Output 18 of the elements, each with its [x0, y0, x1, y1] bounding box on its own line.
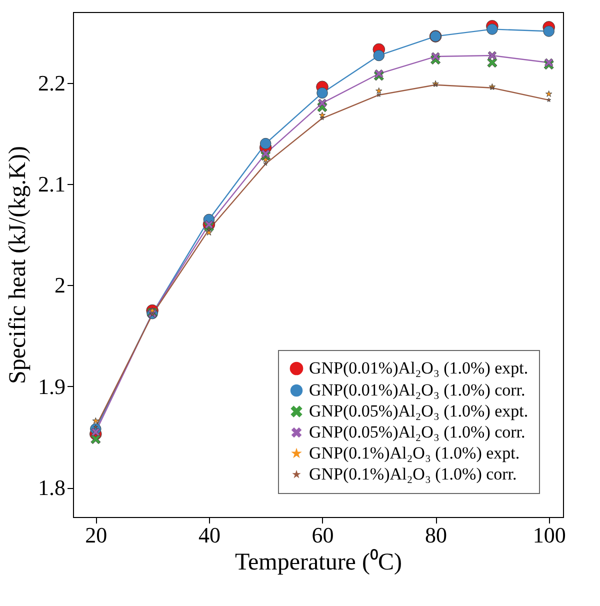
x-tick-label: 60 [312, 522, 334, 548]
y-tick-label: 1.8 [38, 475, 66, 500]
y-tick-label: 2.2 [38, 70, 66, 96]
y-tick-label: 2 [54, 272, 66, 298]
legend-label: GNP(0.1%)Al₂O₃ (1.0%) expt. [309, 444, 520, 462]
x-tick-label: 40 [198, 522, 220, 548]
legend-label: GNP(0.05%)Al₂O₃ (1.0%) corr. [309, 422, 526, 442]
legend-label: GNP(0.01%)Al₂O₃ (1.0%) expt. [309, 358, 528, 378]
x-tick-label: 80 [425, 522, 448, 548]
legend-label: GNP(0.01%)Al₂O₃ (1.0%) corr. [309, 380, 526, 400]
x-tick-label: 100 [532, 522, 566, 548]
legend-label: GNP(0.1%)Al₂O₃ (1.0%) corr. [309, 464, 517, 484]
y-tick-label: 1.9 [38, 374, 66, 399]
x-axis-title: Temperature (⁰C) [235, 548, 402, 576]
y-axis-title: Specific heat (kJ/(kg.K)) [5, 146, 31, 384]
y-tick-label: 2.1 [38, 172, 66, 197]
x-tick-label: 20 [85, 522, 108, 548]
legend-label: GNP(0.05%)Al₂O₃ (1.0%) expt. [309, 402, 528, 420]
